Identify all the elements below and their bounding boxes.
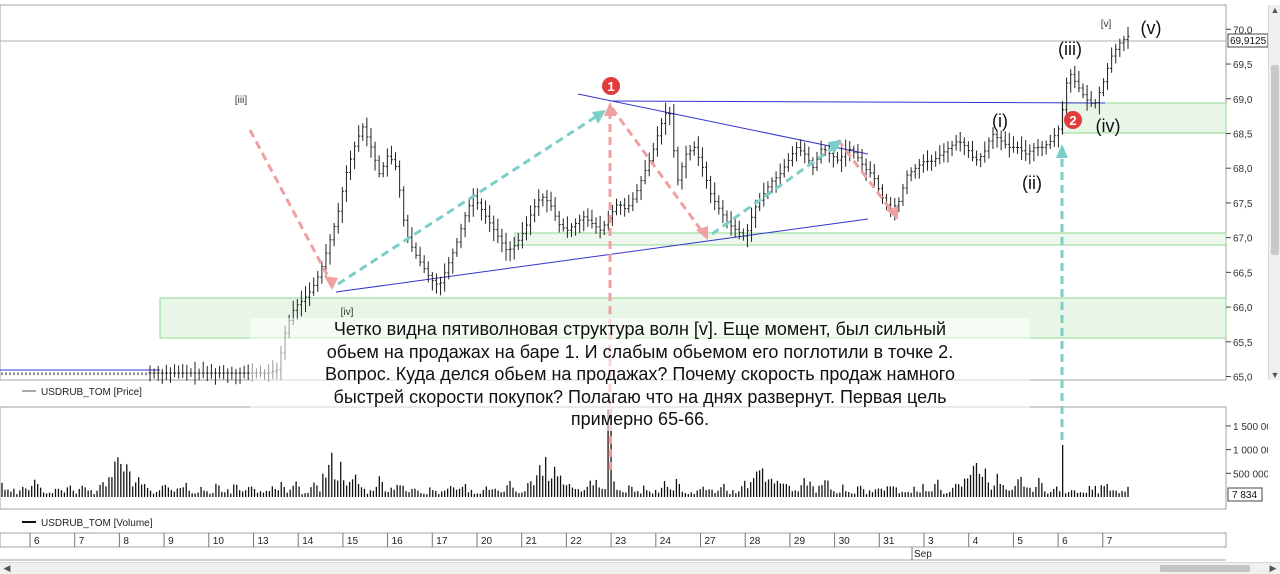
horizontal-scrollbar[interactable]: ◀ ▶ <box>0 562 1280 574</box>
date-tick-label: 14 <box>302 536 314 547</box>
rise-arrow-1 <box>337 112 601 286</box>
volume-legend-label: USDRUB_TOM [Volume] <box>41 518 153 529</box>
volume-tick-label: 500 000 <box>1233 469 1268 480</box>
volume-bars <box>1 409 1129 497</box>
price-legend-label: USDRUB_TOM [Price] <box>41 387 142 398</box>
arrow-head-volume-2 <box>1056 144 1068 158</box>
date-tick-label: 8 <box>123 536 129 547</box>
zone-67 <box>514 232 1227 246</box>
arrow-head-rise-2 <box>828 140 842 154</box>
wave-label-v-major: [v] <box>1101 19 1112 30</box>
date-tick-label: 13 <box>258 536 270 547</box>
price-tick-label: 67,5 <box>1233 199 1253 210</box>
wave-label-i: (i) <box>992 111 1008 131</box>
price-tick-label: 69,0 <box>1233 95 1253 106</box>
current-volume-box <box>1227 487 1263 502</box>
price-tick-label: 66,5 <box>1233 268 1253 279</box>
price-tick-label: 68,5 <box>1233 129 1253 140</box>
triangle-lower-line <box>335 218 869 293</box>
date-tick-label: 27 <box>705 536 717 547</box>
price-axis: 65,0 65,5 66,0 66,5 67,0 67,5 68,0 68,5 69,0 69,5… <box>1226 25 1253 384</box>
month-label: Sep <box>914 549 932 560</box>
date-tick-label: 6 <box>1062 536 1068 547</box>
arrow-head-rise-1 <box>592 110 606 124</box>
triangle-upper-line <box>577 93 869 155</box>
date-tick-label: 10 <box>213 536 225 547</box>
vertical-scrollbar[interactable]: ▲ ▼ <box>1268 5 1280 380</box>
price-tick-label: 65,0 <box>1233 373 1253 384</box>
date-tick-label: 21 <box>526 536 538 547</box>
wave-label-iii-major: [iii] <box>235 95 247 106</box>
wave-label-iv-major: [iv] <box>341 307 354 318</box>
marker-2 <box>1064 111 1082 129</box>
wave-label-ii: (ii) <box>1022 173 1042 193</box>
horizontal-scroll-thumb[interactable] <box>1160 565 1250 572</box>
date-tick-label: 16 <box>392 536 404 547</box>
vertical-scroll-thumb[interactable] <box>1271 65 1279 255</box>
date-tick-label: 9 <box>168 536 174 547</box>
date-tick-label: 7 <box>1107 536 1113 547</box>
volume-axis: 500 000 1 000 000 1 500 000 <box>1226 422 1268 480</box>
scroll-down-icon[interactable]: ▼ <box>1270 370 1280 380</box>
arrow-head-decline-1 <box>324 276 338 290</box>
current-price-box <box>1227 33 1268 48</box>
price-tick-label: 65,5 <box>1233 338 1253 349</box>
date-tick-label: 31 <box>883 536 895 547</box>
scroll-left-icon[interactable]: ◀ <box>3 563 11 573</box>
volume-tick-label: 1 500 000 <box>1233 422 1268 433</box>
date-tick-label: 29 <box>794 536 806 547</box>
date-axis: 6 7 8 9 10 13 14 15 16 17 20 21 22 23 24 27 28 29 30 31 3 4 5 6… <box>29 533 1113 560</box>
price-tick-label: 70,0 <box>1233 25 1253 36</box>
date-tick-label: 3 <box>928 536 934 547</box>
decline-arrow-1 <box>248 129 334 285</box>
decline-arrow-3 <box>836 139 896 215</box>
date-tick-label: 5 <box>1017 536 1023 547</box>
date-tick-label: 24 <box>660 536 672 547</box>
price-tick-label: 67,0 <box>1233 234 1253 245</box>
arrow-heads <box>324 102 1068 290</box>
date-tick-label: 15 <box>347 536 359 547</box>
date-tick-label: 4 <box>973 536 979 547</box>
analysis-note: Четко видна пятиволновая структура волн … <box>250 318 1030 431</box>
date-tick-label: 23 <box>615 536 627 547</box>
date-tick-label: 22 <box>570 536 582 547</box>
date-tick-label: 30 <box>839 536 851 547</box>
marker-1 <box>602 77 620 95</box>
date-tick-label: 7 <box>79 536 85 547</box>
price-tick-label: 69,5 <box>1233 60 1253 71</box>
arrow-head-volume-1 <box>604 102 616 116</box>
wave-label-v: (v) <box>1141 18 1162 38</box>
date-axis-strip <box>0 532 1227 548</box>
scroll-right-icon[interactable]: ▶ <box>1269 563 1277 573</box>
date-tick-label: 17 <box>436 536 448 547</box>
wave-label-iv: (iv) <box>1096 116 1121 136</box>
horizontal-resistance-line <box>609 100 1106 104</box>
marker-1-label: 1 <box>607 79 614 94</box>
date-tick-label: 28 <box>749 536 761 547</box>
decline-arrow-2 <box>610 107 706 235</box>
current-volume-label: 7 834 <box>1232 490 1257 501</box>
price-tick-label: 68,0 <box>1233 164 1253 175</box>
arrow-head-decline-2 <box>696 226 708 240</box>
price-volume-chart: 1 2 [iii] [iv] [v] (i) (ii) (iii) (iv) (… <box>0 4 1268 561</box>
arrow-head-decline-3 <box>886 206 898 220</box>
date-tick-label: 20 <box>481 536 493 547</box>
scroll-up-icon[interactable]: ▲ <box>1270 5 1280 15</box>
zone-69 <box>1061 102 1227 134</box>
current-price-label: 69,9125 <box>1230 36 1267 47</box>
volume-tick-label: 1 000 000 <box>1233 446 1268 457</box>
date-tick-label: 6 <box>34 536 40 547</box>
wave-label-iii: (iii) <box>1058 39 1082 59</box>
marker-2-label: 2 <box>1069 113 1076 128</box>
price-tick-label: 66,0 <box>1233 303 1253 314</box>
